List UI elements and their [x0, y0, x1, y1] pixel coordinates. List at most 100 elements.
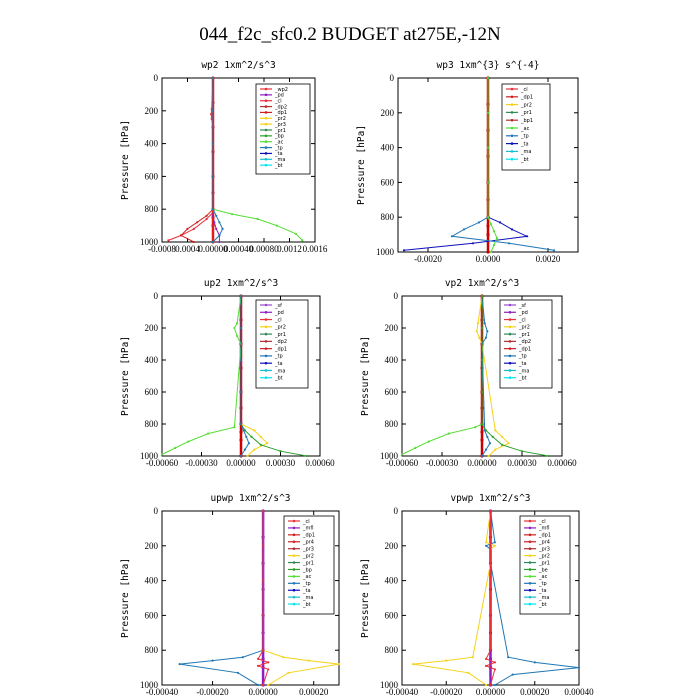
data-point	[547, 454, 550, 458]
data-point	[305, 454, 308, 458]
legend-marker	[264, 93, 268, 97]
data-point	[500, 435, 504, 438]
y-tick-label: 1000	[140, 680, 159, 690]
data-point	[279, 450, 282, 453]
legend-entry: _pr2	[274, 325, 286, 331]
legend-marker	[508, 376, 512, 380]
panel-title: vp2 1xm^2/s^3	[445, 278, 519, 289]
legend-marker	[510, 87, 514, 91]
data-point	[488, 442, 492, 445]
y-tick-label: 800	[385, 419, 399, 429]
legend-marker	[528, 561, 532, 564]
y-tick-label: 0	[394, 291, 399, 301]
legend-marker	[510, 111, 514, 114]
data-point	[484, 448, 488, 451]
data-point	[192, 227, 195, 230]
data-point	[160, 453, 164, 456]
legend-marker	[528, 554, 532, 557]
data-point	[489, 579, 492, 582]
data-point	[485, 683, 488, 687]
data-point	[486, 330, 489, 333]
legend-marker	[508, 318, 512, 321]
legend-marker	[264, 140, 268, 144]
legend-marker	[292, 533, 296, 537]
data-point	[337, 663, 341, 666]
legend-box	[255, 299, 309, 389]
data-point	[211, 109, 215, 112]
x-tick-label: -0.00060	[386, 458, 419, 468]
y-tick-label: 400	[145, 139, 159, 149]
x-tick-label: -0.00060	[146, 458, 179, 468]
y-tick-label: 0	[154, 506, 159, 516]
series-line	[413, 510, 496, 686]
data-point	[239, 326, 243, 330]
x-tick-label: 0.00060	[305, 458, 335, 468]
legend-marker	[264, 310, 268, 314]
legend-marker	[528, 540, 532, 544]
y-axis-label: Pressure [hPa]	[120, 120, 131, 200]
legend-entry: _ta	[520, 141, 529, 147]
x-tick-label: 0.0012	[277, 244, 302, 254]
legend-marker	[528, 526, 532, 530]
legend-marker	[264, 116, 268, 120]
data-point	[239, 438, 243, 442]
data-point	[301, 239, 304, 242]
panels: wp2 1xm^2/s^3 Pressure [hPa] 0 200 400 600 800…	[120, 60, 594, 697]
y-axis-label: Pressure [hPa]	[120, 558, 131, 638]
chart-panel-6: vpwp 1xm^2/s^3 Pressure [hPa] 0 200 400 600 80…	[360, 493, 594, 697]
chart-panel-1: wp2 1xm^2/s^3 Pressure [hPa] 0 200 400 600 800…	[120, 60, 328, 254]
legend-marker	[292, 575, 296, 578]
data-point	[486, 435, 489, 438]
data-point	[267, 661, 270, 664]
data-point	[262, 579, 265, 582]
legend-entry: _pd	[274, 310, 284, 316]
data-point	[480, 326, 484, 330]
data-point	[486, 181, 490, 184]
legend-marker	[528, 588, 532, 592]
legend-entry: _bt	[274, 163, 283, 169]
legend-marker	[264, 122, 268, 126]
data-point	[233, 426, 236, 429]
x-tick-label: 0.00040	[224, 244, 254, 254]
legend-entry: _tp	[302, 581, 311, 587]
legend-entry: _pd	[274, 93, 284, 99]
x-tick-label: 0.0004	[175, 244, 200, 254]
data-point	[259, 435, 262, 438]
x-tick-label: -0.00020	[430, 687, 463, 697]
data-point	[266, 442, 269, 445]
data-point	[211, 224, 215, 228]
x-tick-label: -0.00030	[426, 458, 459, 468]
data-point	[205, 214, 208, 217]
legend-entry: _pr1	[274, 332, 286, 338]
figure-title: 044_f2c_sfc0.2 BUDGET at275E,-12N	[199, 24, 501, 45]
y-tick-label: 400	[145, 576, 159, 586]
data-point	[218, 221, 221, 224]
legend-marker	[264, 354, 268, 358]
data-point	[487, 454, 490, 458]
data-point	[462, 228, 466, 231]
data-point	[498, 221, 502, 224]
data-point	[493, 668, 496, 671]
legend-entry: _tp	[274, 145, 283, 151]
series-line	[484, 511, 497, 686]
legend-entry: _pr3	[538, 546, 550, 552]
legend-entry: _ma	[274, 157, 285, 163]
legend-marker	[264, 87, 268, 91]
legend-entry: _ta	[518, 361, 527, 367]
data-point	[450, 235, 454, 238]
y-tick-label: 1000	[140, 451, 159, 461]
data-point	[427, 440, 430, 443]
legend-box	[501, 83, 551, 171]
x-tick-label: 0.00020	[299, 687, 329, 697]
legend-marker	[264, 369, 268, 372]
legend-entry: _bt	[520, 157, 529, 163]
legend-entry: _sf	[274, 303, 282, 309]
legend-marker	[510, 150, 514, 153]
data-point	[412, 663, 415, 666]
legend-entry: _cl	[302, 519, 310, 525]
legend-entry: _pr4	[538, 540, 550, 546]
legend-marker	[264, 303, 268, 307]
data-point	[211, 659, 214, 662]
y-tick-label: 1000	[380, 680, 399, 690]
data-point	[196, 221, 199, 224]
